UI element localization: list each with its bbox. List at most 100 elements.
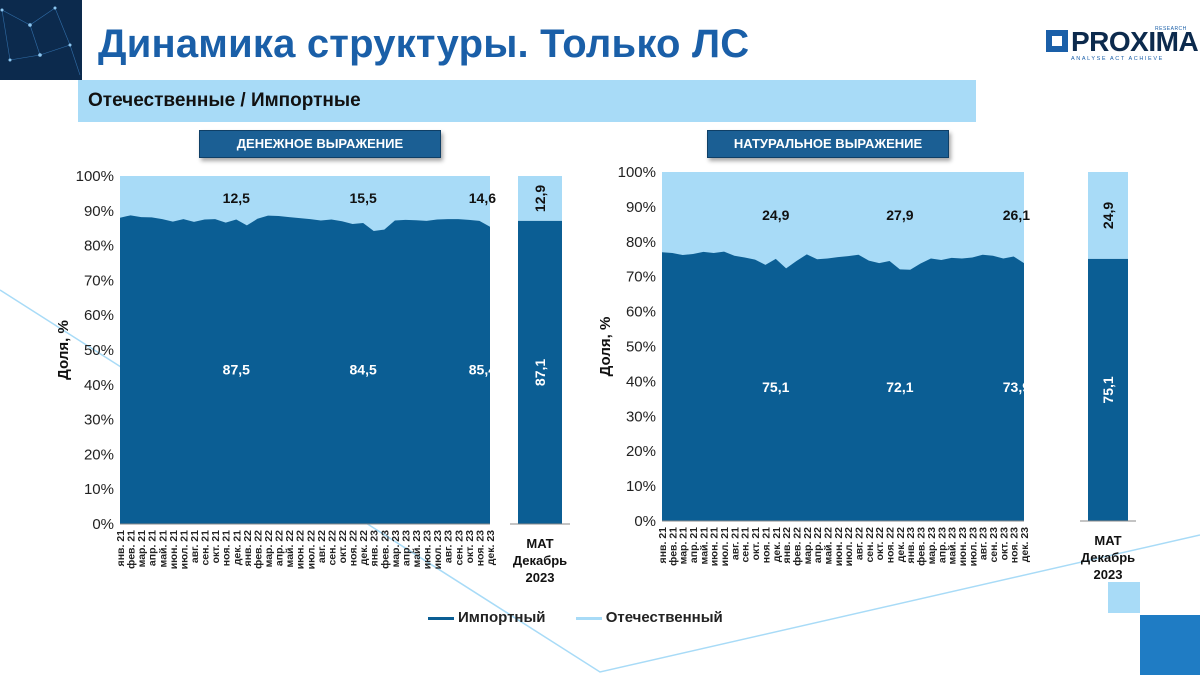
x-tick-label: июл. 23: [432, 530, 444, 570]
x-tick-label: апр. 23: [936, 527, 948, 563]
x-tick-label: авг. 22: [854, 527, 866, 560]
x-tick-label: мар. 21: [678, 527, 690, 565]
logo-research: RESEARCH: [1155, 26, 1187, 32]
x-tick-label: сен. 21: [740, 527, 752, 563]
corner-network-decoration: [0, 0, 82, 80]
x-tick-label: авг. 22: [316, 530, 328, 563]
legend: Импортный Отечественный: [428, 609, 749, 626]
y-tick-label: 50%: [626, 339, 656, 356]
x-tick-label: июн. 23: [422, 530, 434, 569]
x-tick-label: авг. 23: [978, 527, 990, 560]
data-label-import: 75,1: [762, 379, 789, 395]
mat-bar-import: [518, 220, 562, 524]
x-tick-label: июл. 23: [967, 527, 979, 567]
x-tick-label: июл. 21: [719, 527, 731, 567]
data-label-import: 73,9: [1003, 379, 1030, 395]
data-label-domestic: 26,1: [1003, 207, 1030, 223]
mat-caption-line3: 2023: [526, 570, 555, 585]
y-tick-label: 70%: [626, 269, 656, 286]
legend-swatch-import: [428, 616, 454, 620]
x-tick-label: мар. 22: [802, 527, 814, 565]
x-tick-label: май. 23: [411, 530, 423, 568]
x-tick-label: янв. 22: [781, 527, 793, 564]
data-label-domestic: 27,9: [886, 207, 913, 223]
y-tick-label: 80%: [626, 234, 656, 251]
x-tick-label: сен. 23: [988, 527, 1000, 563]
mat-bar-domestic: [518, 176, 562, 221]
x-tick-label: сен. 22: [864, 527, 876, 563]
chart-natural: 0% 10% 20% 30% 40% 50% 60% 70% 80% 90% 100% Доля, %…: [597, 164, 1136, 582]
mat-label-domestic: 24,9: [1100, 202, 1116, 229]
y-tick-label: 20%: [626, 443, 656, 460]
x-tick-label: дек. 21: [771, 527, 783, 562]
x-tick-label: май. 23: [947, 527, 959, 565]
x-tick-label: июл. 21: [178, 530, 190, 570]
x-tick-label: ноя. 21: [760, 527, 772, 563]
x-tick-label: май. 22: [822, 527, 834, 565]
mat-label-import: 87,1: [532, 359, 548, 386]
page-title: Динамика структуры. Только ЛС: [98, 22, 750, 66]
y-tick-label: 40%: [626, 373, 656, 390]
x-tick-label: дек. 22: [358, 530, 370, 565]
legend-label-import: Импортный: [458, 609, 546, 626]
y-tick-label: 0%: [92, 516, 114, 533]
mat-caption-line2: Декабрь: [513, 553, 567, 568]
x-tick-label: окт. 21: [210, 530, 222, 564]
x-tick-label: ноя. 22: [885, 527, 897, 563]
y-tick-label: 100%: [618, 164, 656, 181]
x-tick-label: ноя. 21: [221, 530, 233, 566]
x-tick-label: фев. 21: [126, 530, 138, 569]
legend-item-domestic: Отечественный: [575, 609, 723, 626]
y-tick-label: 20%: [84, 446, 114, 463]
badge-natural: НАТУРАЛЬНОЕ ВЫРАЖЕНИЕ: [707, 130, 949, 158]
y-tick-label: 50%: [84, 342, 114, 359]
x-tick-label: май. 22: [284, 530, 296, 568]
legend-label-domestic: Отечественный: [605, 609, 723, 626]
x-tick-label: авг. 23: [443, 530, 455, 563]
y-tick-label: 90%: [626, 199, 656, 216]
x-tick-label: апр. 23: [400, 530, 412, 566]
x-tick-label: янв. 23: [905, 527, 917, 564]
x-tick-label: май. 21: [157, 530, 169, 568]
x-tick-label: июн. 23: [957, 527, 969, 566]
area-import: [120, 215, 490, 524]
mat-label-domestic: 12,9: [532, 185, 548, 212]
mat-caption-line3: 2023: [1094, 567, 1123, 582]
logo-name: PROXIMA: [1071, 26, 1199, 57]
x-tick-label: мар. 22: [263, 530, 275, 568]
x-tick-label: окт. 22: [874, 527, 886, 561]
x-tick-label: дек. 23: [1019, 527, 1031, 562]
x-tick-label: окт. 23: [998, 527, 1010, 561]
x-tick-label: сен. 22: [326, 530, 338, 566]
subtitle: Отечественные / Импортные: [88, 90, 361, 111]
data-label-import: 85,4: [469, 361, 496, 377]
y-tick-label: 100%: [76, 168, 114, 185]
y-tick-label: 10%: [626, 478, 656, 495]
x-tick-label: июл. 22: [843, 527, 855, 567]
x-tick-label: апр. 21: [147, 530, 159, 566]
data-label-import: 87,5: [223, 361, 250, 377]
x-tick-label: июн. 22: [833, 527, 845, 566]
mat-label-import: 75,1: [1100, 376, 1116, 403]
y-tick-label: 0%: [634, 513, 656, 530]
x-tick-label: апр. 21: [688, 527, 700, 563]
x-tick-label: фев. 23: [379, 530, 391, 569]
x-tick-label: июл. 22: [305, 530, 317, 570]
data-label-import: 84,5: [350, 361, 377, 377]
x-tick-label: июн. 21: [168, 530, 180, 569]
x-tick-label: мар. 23: [926, 527, 938, 565]
legend-swatch-domestic: [575, 616, 602, 620]
data-label-import: 72,1: [886, 379, 913, 395]
logo-tagline: ANALYSE ACT ACHIEVE: [1071, 56, 1164, 62]
x-tick-label: ноя. 23: [474, 530, 486, 566]
x-tick-label: июн. 21: [709, 527, 721, 566]
data-label-domestic: 14,6: [469, 190, 496, 206]
x-tick-label: янв. 21: [657, 527, 669, 564]
y-tick-label: 60%: [626, 304, 656, 321]
data-label-domestic: 15,5: [350, 190, 377, 206]
x-tick-label: окт. 21: [750, 527, 762, 561]
x-tick-label: фев. 22: [791, 527, 803, 566]
logo-mark-icon: [1046, 30, 1068, 52]
subtitle-bar: Отечественные / Импортные: [78, 80, 976, 122]
x-tick-label: апр. 22: [812, 527, 824, 563]
